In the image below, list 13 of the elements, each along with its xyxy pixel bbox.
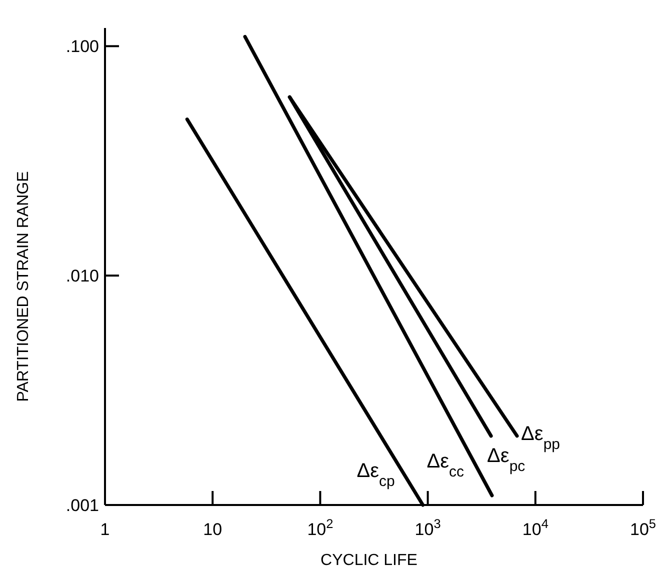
series-label: Δε$_{cc}$ — [426, 450, 464, 480]
x-tick-label: 1 — [100, 520, 110, 539]
y-tick-label: .001 — [66, 496, 99, 515]
x-tick-label: 10$^{3}$ — [414, 516, 441, 539]
x-axis-title: CYCLIC LIFE — [320, 552, 418, 569]
x-tick-label: 10$^{4}$ — [522, 516, 548, 539]
x-tick-label: 10$^{2}$ — [307, 516, 334, 539]
series-label: Δε$_{cp}$ — [356, 460, 395, 490]
x-tick-label: 10$^{5}$ — [630, 516, 656, 539]
y-tick-label: .010 — [66, 266, 99, 286]
y-tick-label: .100 — [66, 37, 99, 56]
x-tick-label: 10 — [203, 520, 222, 539]
y-axis-title: PARTITIONED STRAIN RANGE — [15, 171, 32, 402]
